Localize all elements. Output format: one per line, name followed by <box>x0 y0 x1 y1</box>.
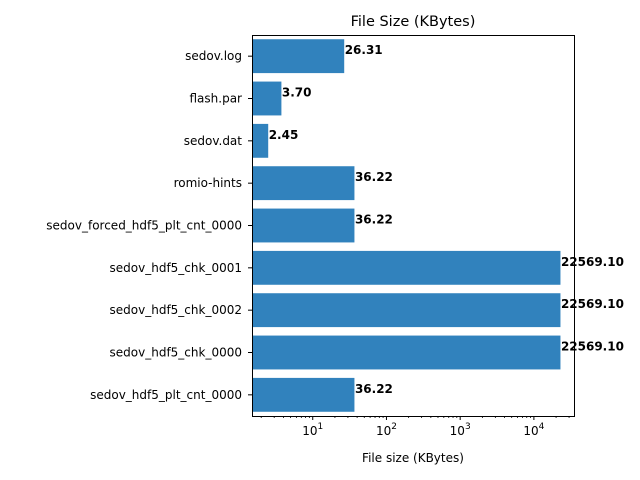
value-label-3: 36.22 <box>355 170 393 184</box>
value-label-7: 22569.10 <box>561 340 624 354</box>
category-label-2: sedov.dat <box>184 134 243 148</box>
bar-4 <box>252 208 355 243</box>
value-label-1: 3.70 <box>282 86 312 100</box>
bar-6 <box>252 293 561 328</box>
bar-5 <box>252 250 561 285</box>
bar-0 <box>252 39 345 74</box>
bar-2 <box>252 123 269 158</box>
category-label-1: flash.par <box>190 92 243 106</box>
category-label-5: sedov_hdf5_chk_0001 <box>110 261 242 275</box>
bar-7 <box>252 335 561 370</box>
x-tick-label-3: 104 <box>523 422 544 438</box>
value-label-8: 36.22 <box>355 382 393 396</box>
category-label-8: sedov_hdf5_plt_cnt_0000 <box>90 388 242 402</box>
x-tick-label-0: 101 <box>302 422 323 438</box>
x-tick-label-2: 103 <box>450 422 471 438</box>
bars-layer <box>252 39 561 412</box>
value-label-2: 2.45 <box>269 128 299 142</box>
category-label-7: sedov_hdf5_chk_0000 <box>110 346 242 360</box>
chart-title: File Size (KBytes) <box>351 14 476 30</box>
bar-3 <box>252 166 355 201</box>
value-labels: 26.31 3.70 2.45 36.22 36.22 22569.10 22569.10 2… <box>269 43 624 396</box>
value-label-5: 22569.10 <box>561 255 624 269</box>
bar-8 <box>252 377 355 412</box>
category-label-6: sedov_hdf5_chk_0002 <box>110 303 242 317</box>
plot-frame <box>252 35 575 417</box>
x-axis-ticks: 101 102 103 104 <box>260 416 570 438</box>
category-labels: sedov.log flash.par sedov.dat romio-hints se… <box>46 49 252 402</box>
category-label-3: romio-hints <box>174 176 242 190</box>
category-label-0: sedov.log <box>185 49 242 63</box>
value-label-0: 26.31 <box>345 43 383 57</box>
category-label-4: sedov_forced_hdf5_plt_cnt_0000 <box>46 219 242 233</box>
x-axis-title: File size (KBytes) <box>362 451 464 465</box>
bar-1 <box>252 81 282 116</box>
value-label-6: 22569.10 <box>561 297 624 311</box>
value-label-4: 36.22 <box>355 213 393 227</box>
x-tick-label-1: 102 <box>376 422 397 438</box>
